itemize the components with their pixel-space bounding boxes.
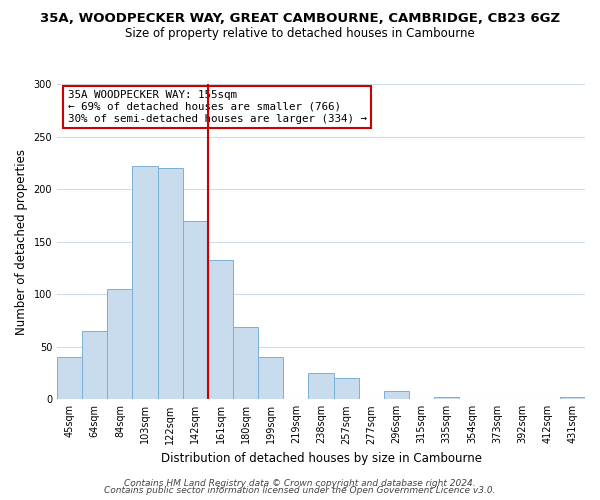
Bar <box>82 331 107 400</box>
Bar <box>434 397 459 400</box>
Text: Contains public sector information licensed under the Open Government Licence v3: Contains public sector information licen… <box>104 486 496 495</box>
Bar <box>308 373 334 400</box>
Text: 35A, WOODPECKER WAY, GREAT CAMBOURNE, CAMBRIDGE, CB23 6GZ: 35A, WOODPECKER WAY, GREAT CAMBOURNE, CA… <box>40 12 560 26</box>
Bar <box>233 327 258 400</box>
Bar <box>258 358 283 400</box>
Y-axis label: Number of detached properties: Number of detached properties <box>15 148 28 334</box>
Bar <box>57 358 82 400</box>
Bar <box>107 289 133 400</box>
Text: Contains HM Land Registry data © Crown copyright and database right 2024.: Contains HM Land Registry data © Crown c… <box>124 478 476 488</box>
Text: 35A WOODPECKER WAY: 155sqm
← 69% of detached houses are smaller (766)
30% of sem: 35A WOODPECKER WAY: 155sqm ← 69% of deta… <box>68 90 367 124</box>
Bar <box>158 168 183 400</box>
Bar <box>560 397 585 400</box>
Bar <box>208 260 233 400</box>
Bar <box>334 378 359 400</box>
Bar <box>384 391 409 400</box>
Text: Size of property relative to detached houses in Cambourne: Size of property relative to detached ho… <box>125 28 475 40</box>
X-axis label: Distribution of detached houses by size in Cambourne: Distribution of detached houses by size … <box>161 452 482 465</box>
Bar <box>133 166 158 400</box>
Bar <box>183 220 208 400</box>
